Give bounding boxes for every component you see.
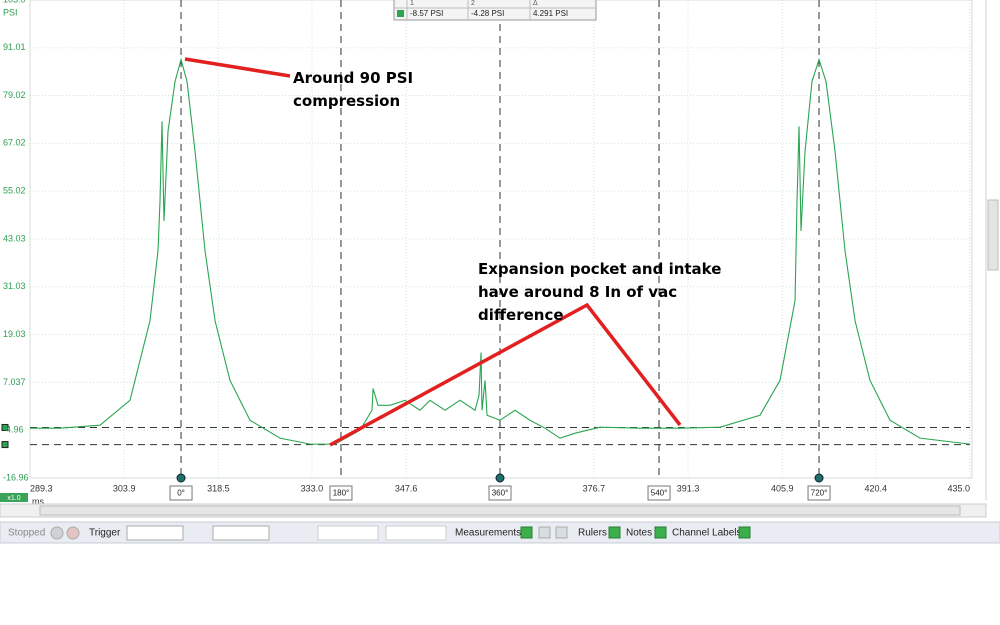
x-tick-label: 405.9 <box>771 483 794 493</box>
x-tick-label: 318.5 <box>207 483 230 493</box>
ruler-table-header: 2 <box>471 0 475 7</box>
x-tick-label: 391.3 <box>677 483 700 493</box>
ruler-table-header: 1 <box>410 0 414 7</box>
x-tick-label: 303.9 <box>113 483 136 493</box>
ruler-marker <box>176 473 186 483</box>
trace <box>30 57 971 445</box>
annotation-text: compression <box>293 92 400 110</box>
y-unit: PSI <box>3 7 18 17</box>
annotation-arrow <box>184 57 291 78</box>
y-tick-label: 31.03 <box>3 281 26 291</box>
y-tick-label: 43.03 <box>3 233 26 243</box>
x-ruler-tag <box>329 485 353 501</box>
y-tick-label: 19.03 <box>3 329 26 339</box>
ruler-marker <box>495 473 505 483</box>
delete-measurement[interactable] <box>555 526 568 539</box>
ruler-table-value: -8.57 PSI <box>410 9 443 18</box>
x-tick-label: 420.4 <box>865 483 888 493</box>
x-ruler-tag <box>647 485 671 501</box>
ruler-table: 1 2 Δ -8.57 PSI -4.28 PSI 4.291 PSI <box>393 0 597 21</box>
rulers-label: Rulers <box>578 528 607 539</box>
x-tick-label: 376.7 <box>583 483 606 493</box>
ruler-table-frame <box>393 0 597 21</box>
x-ruler-label: 540° <box>651 489 668 498</box>
v-scroll-thumb[interactable] <box>987 199 999 271</box>
annotation-text: Expansion pocket and intake <box>478 260 721 278</box>
notes-button[interactable] <box>654 526 667 539</box>
trigger-select[interactable] <box>126 525 184 541</box>
x-ruler-label: 720° <box>811 489 828 498</box>
ruler-table-value: -4.28 PSI <box>471 9 504 18</box>
annotation-text: Around 90 PSI <box>293 69 413 87</box>
ruler-table-header: Δ <box>533 0 538 7</box>
x-ruler-label: 0° <box>177 489 185 498</box>
edit-measurement[interactable] <box>538 526 551 539</box>
trace-line <box>30 57 971 445</box>
y-tick-label: -4.96 <box>3 425 24 435</box>
x-unit: ms <box>32 496 44 506</box>
y-tick-label: 79.02 <box>3 90 26 100</box>
channel-labels-label: Channel Labels <box>672 528 742 539</box>
x-ruler-label: 180° <box>333 489 350 498</box>
ruler-table-value: 4.291 PSI <box>533 9 568 18</box>
y-tick-label: 7.037 <box>3 377 26 387</box>
h-scroll-thumb[interactable] <box>39 505 961 516</box>
y-tick-label: 55.02 <box>3 186 26 196</box>
trigger-pretrigger[interactable] <box>385 525 447 541</box>
trigger-channel-select[interactable] <box>212 525 270 541</box>
y-tick-label: -16.96 <box>3 472 29 482</box>
status: Stopped <box>8 528 45 539</box>
zoom-label: x1.0 <box>7 495 20 502</box>
x-tick-label: 333.0 <box>301 483 324 493</box>
grid <box>29 0 971 479</box>
y-tick-label: 67.02 <box>3 138 26 148</box>
measurements-label: Measurements <box>455 528 521 539</box>
annotation-text: difference <box>478 306 564 324</box>
channel-labels-button[interactable] <box>738 526 751 539</box>
rulers-button[interactable] <box>608 526 621 539</box>
ruler-marker <box>814 473 824 483</box>
x-ruler-tag <box>169 485 193 501</box>
trigger-label: Trigger <box>89 528 121 539</box>
y-ruler-handle <box>1 423 9 431</box>
y-tick-label: 91.01 <box>3 42 26 52</box>
toolbar: Stopped Trigger Measurements Rulers Note… <box>0 521 1000 544</box>
annotation-text: have around 8 In of vac <box>478 283 677 301</box>
add-measurement[interactable] <box>520 526 533 539</box>
zoom-box[interactable] <box>0 493 28 502</box>
annotation-arrow <box>329 302 682 447</box>
notes-label: Notes <box>626 528 652 539</box>
run-button[interactable] <box>50 526 64 540</box>
trigger-level[interactable] <box>317 525 379 541</box>
axes: 103.0 91.01 79.02 67.02 55.02 43.03 31.03 19.03… <box>3 0 970 501</box>
x-tick-label: 435.0 <box>947 483 970 493</box>
x-tick-label: 347.6 <box>395 483 418 493</box>
x-ruler-tag <box>807 485 831 501</box>
x-ruler-label: 360° <box>492 489 509 498</box>
ruler-table-swatch <box>397 10 404 17</box>
stop-button[interactable] <box>66 526 80 540</box>
x-ruler-tag <box>488 485 512 501</box>
y-ruler-handle <box>1 441 9 449</box>
x-tick-label: 289.3 <box>30 483 53 493</box>
y-tick-label: 103.0 <box>3 0 26 4</box>
